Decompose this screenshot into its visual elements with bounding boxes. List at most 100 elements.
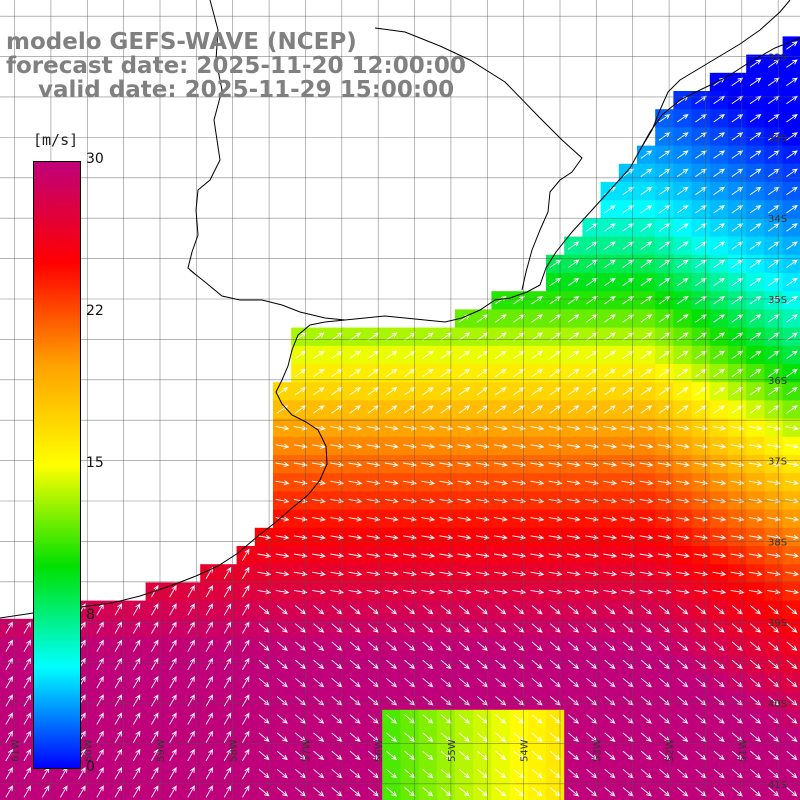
wind-arrow (187, 603, 195, 616)
wind-arrow (96, 657, 104, 671)
wind-arrow (768, 677, 780, 688)
wind-arrow (604, 768, 616, 779)
wind-arrow (694, 534, 709, 540)
wind-arrow (531, 387, 544, 396)
wind-arrow (676, 571, 690, 577)
latitude-label: 41S (768, 780, 787, 791)
wind-arrow (439, 480, 454, 486)
wind-arrow (676, 223, 689, 232)
wind-arrow (5, 676, 13, 689)
wind-arrow (458, 659, 470, 670)
wind-arrow (330, 480, 345, 486)
wind-cell (309, 782, 329, 800)
wind-arrow (621, 534, 636, 540)
wind-arrow (677, 605, 689, 615)
wind-arrow (731, 114, 744, 123)
wind-arrow (403, 425, 417, 431)
wind-arrow (530, 480, 545, 486)
wind-arrow (457, 425, 472, 431)
wind-arrow (695, 350, 707, 359)
wind-arrow (349, 714, 361, 724)
wind-cell (782, 728, 800, 747)
wind-arrow (750, 714, 762, 724)
wind-arrow (713, 186, 726, 196)
wind-arrow (187, 730, 195, 743)
wind-arrow (512, 571, 527, 577)
wind-arrow (276, 623, 288, 633)
wind-arrow (640, 168, 653, 177)
wind-arrow (768, 623, 780, 633)
wind-arrow (640, 277, 653, 287)
wind-cell (782, 655, 800, 674)
wind-arrow (23, 657, 32, 671)
wind-arrow (621, 516, 636, 522)
wind-arrow (114, 712, 123, 725)
wind-arrow (568, 768, 580, 779)
wind-arrow (132, 676, 141, 689)
wind-arrow (422, 768, 434, 779)
wind-arrow (786, 677, 798, 688)
wind-arrow (494, 405, 507, 414)
wind-cell (218, 637, 238, 656)
wind-arrow (276, 787, 288, 797)
wind-arrow (767, 552, 781, 559)
wind-arrow (5, 748, 13, 762)
wind-arrow (187, 585, 195, 598)
wind-arrow (494, 296, 507, 305)
wind-arrow (242, 676, 250, 689)
wind-arrow (151, 785, 159, 798)
wind-arrow (549, 259, 562, 268)
wind-arrow (421, 425, 436, 431)
wind-arrow (312, 443, 326, 449)
wind-arrow (422, 714, 434, 724)
wind-cell (91, 673, 110, 693)
wind-arrow (621, 552, 636, 559)
wind-arrow (349, 623, 361, 633)
wind-arrow (132, 748, 141, 762)
wind-arrow (96, 730, 104, 743)
wind-arrow (767, 571, 781, 577)
wind-cell (746, 782, 765, 800)
wind-arrow (313, 623, 325, 633)
wind-arrow (731, 277, 744, 287)
wind-cell (509, 782, 529, 800)
latitude-label: 32S (768, 53, 787, 64)
wind-arrow (786, 223, 798, 232)
wind-arrow (422, 732, 434, 742)
wind-arrow (458, 732, 470, 742)
wind-arrow (403, 571, 417, 577)
wind-arrow (676, 425, 690, 431)
wind-arrow (313, 605, 325, 615)
wind-arrow (23, 676, 32, 689)
wind-arrow (132, 712, 141, 725)
wind-arrow (495, 787, 507, 797)
longitude-label: 53W (592, 739, 603, 762)
wind-cell (182, 746, 201, 765)
wind-arrow (622, 277, 635, 287)
wind-arrow (640, 259, 653, 268)
wind-arrow (223, 603, 232, 616)
wind-arrow (622, 387, 635, 396)
wind-arrow (585, 571, 599, 577)
wind-arrow (767, 241, 780, 250)
wind-arrow (676, 114, 689, 123)
wind-arrow (657, 516, 672, 522)
wind-arrow (495, 768, 507, 779)
latitude-label: 35S (768, 295, 787, 306)
wind-arrow (566, 589, 581, 595)
wind-arrow (530, 443, 545, 449)
longitude-label: 61W (11, 739, 22, 762)
wind-cell (109, 600, 128, 620)
wind-arrow (151, 639, 159, 652)
wind-arrow (494, 350, 507, 359)
wind-arrow (750, 677, 762, 688)
wind-arrow (422, 387, 434, 396)
wind-cell (455, 782, 474, 800)
wind-arrow (604, 623, 616, 633)
longitude-label: 58W (229, 739, 240, 762)
wind-arrow (568, 605, 580, 615)
wind-cell (582, 782, 602, 800)
wind-arrow (421, 589, 436, 595)
wind-cell (163, 673, 183, 693)
wind-arrow (549, 368, 562, 378)
